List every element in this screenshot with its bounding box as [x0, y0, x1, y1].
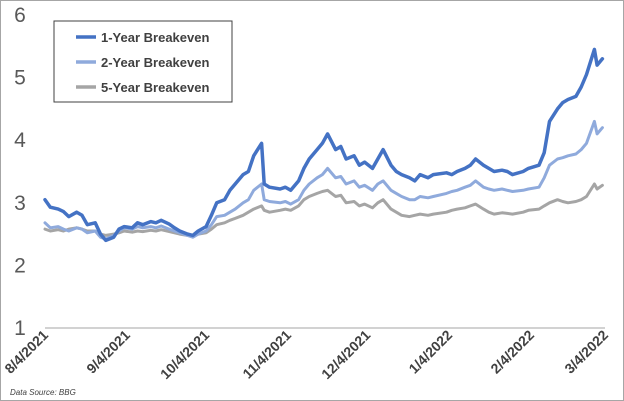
x-tick-label: 8/4/2021 — [1, 327, 51, 377]
x-tick-label: 12/4/2021 — [318, 327, 374, 383]
legend-label: 1-Year Breakeven — [101, 30, 209, 45]
series-line-2-year — [43, 119, 604, 241]
data-source-note: Data Source: BBG — [10, 388, 76, 397]
y-tick-label-2: 2 — [14, 254, 26, 277]
legend: 1-Year Breakeven 2-Year Breakeven 5-Year B… — [53, 20, 233, 103]
x-tick-label: 9/4/2021 — [83, 327, 133, 377]
x-tick-label: 10/4/2021 — [157, 327, 213, 383]
legend-label: 5-Year Breakeven — [101, 80, 209, 95]
x-tick-label: 11/4/2021 — [239, 327, 294, 382]
y-tick-label-6: 6 — [14, 4, 26, 27]
y-tick-label-3: 3 — [14, 192, 26, 215]
y-tick-label-4: 4 — [14, 129, 26, 152]
series-line-1-year — [43, 47, 605, 243]
legend-label: 2-Year Breakeven — [101, 55, 209, 70]
x-tick-label: 1/4/2022 — [405, 327, 455, 377]
series-line-5-year — [43, 182, 604, 238]
x-tick-label: 2/4/2022 — [487, 327, 537, 377]
series-lines — [43, 47, 605, 243]
y-axis-labels: 1 2 3 4 5 6 — [14, 4, 26, 340]
y-tick-label-1: 1 — [14, 317, 26, 340]
y-tick-label-5: 5 — [14, 67, 26, 90]
x-axis-labels: 8/4/2021 9/4/2021 10/4/2021 11/4/2021 12/4/2… — [1, 327, 611, 383]
x-tick-label: 3/4/2022 — [561, 327, 611, 377]
